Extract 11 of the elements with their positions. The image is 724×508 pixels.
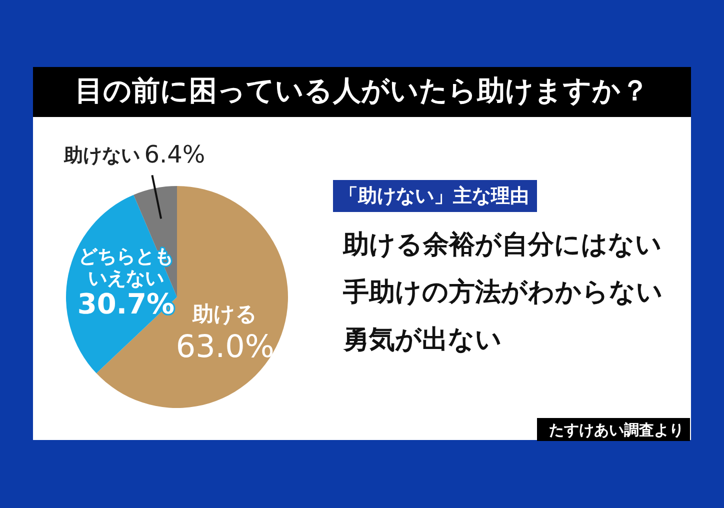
text: 「助けない」主な理由 (339, 185, 529, 207)
data-label: 30.7% (77, 287, 174, 320)
data-label: 63.0% (176, 329, 274, 366)
slice-label: 助ける (192, 302, 258, 326)
text: たすけあい調査より (549, 421, 684, 439)
text: 勇気が出ない (342, 325, 502, 355)
slice-label: 助けない (63, 144, 140, 167)
text: 手助けの方法がわからない (342, 278, 663, 308)
data-label: 6.4% (144, 140, 206, 169)
text: 目の前に困っている人がいたら助けますか？ (75, 74, 649, 107)
text: 助ける余裕が自分にはない (342, 230, 662, 260)
